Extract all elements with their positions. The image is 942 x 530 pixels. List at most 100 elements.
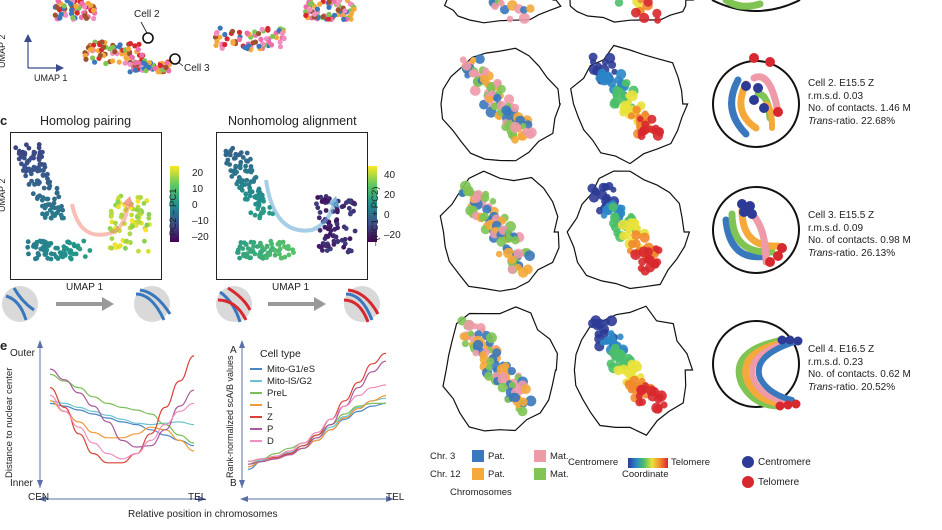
- structure-bead: [510, 122, 521, 133]
- centromere-legend-label: Centromere: [758, 457, 811, 468]
- umap-cell-dot: [22, 164, 27, 170]
- structure-bead: [491, 102, 499, 111]
- right-y-label: Rank-normalized scA/B values: [225, 355, 235, 478]
- umap-cell-dot: [44, 211, 50, 216]
- umap-cell-dot: [334, 221, 340, 227]
- cell2-schematic: [712, 53, 800, 148]
- cell3-contacts: No. of contacts. 0.98 M: [808, 235, 911, 246]
- umap-cell-dot: [137, 220, 142, 225]
- structure-bead: [647, 114, 657, 124]
- umap-cell-dot: [347, 199, 353, 205]
- structure-bead: [631, 7, 641, 18]
- structure-bead: [647, 391, 658, 402]
- cell3-title: Cell 3. E15.5 Z: [808, 210, 875, 221]
- umap-cell-dot: [286, 252, 292, 258]
- structure-bead: [612, 91, 619, 99]
- umap-cell-dot: [243, 196, 249, 201]
- structure-bead: [626, 90, 638, 102]
- structure-bead: [590, 59, 597, 66]
- right-cbar-tick-0: 40: [384, 170, 396, 181]
- left-x-tel: TEL: [188, 492, 207, 503]
- umap-dot: [307, 7, 313, 13]
- structure-bead: [627, 112, 636, 120]
- umap-dot: [334, 1, 341, 8]
- umap-cell-dot: [129, 224, 135, 230]
- left-cbar-tick-3: –10: [192, 216, 209, 227]
- cell-schematics: [711, 0, 803, 411]
- structure-bead: [626, 218, 636, 228]
- left-colorbar-label: PC2 – PC1: [168, 188, 179, 236]
- panel-c-umap1-left: UMAP 1: [66, 282, 104, 293]
- legend-item: PreL: [250, 387, 315, 399]
- umap-cell-dot: [343, 226, 349, 231]
- structure-bead: [637, 385, 647, 395]
- cell2-trans-value: -ratio. 22.68%: [832, 115, 896, 127]
- umap-cell-dot: [51, 251, 57, 257]
- umap-dot: [69, 7, 75, 13]
- umap-dot: [309, 1, 315, 7]
- nucleus-outline: [566, 170, 691, 290]
- umap-cell-dot: [315, 195, 321, 200]
- series-line-prel: [49, 373, 195, 444]
- umap-cell-dot: [42, 252, 48, 257]
- structure-bead: [504, 94, 515, 105]
- structure-bead: [604, 52, 616, 64]
- umap-dot: [236, 36, 243, 43]
- umap-cell-dot: [26, 251, 31, 257]
- legend-swatch: [250, 380, 262, 382]
- left-cbar-tick-0: 20: [192, 168, 204, 179]
- umap-cell-dot: [243, 168, 248, 174]
- nucleus-outline: [440, 47, 562, 162]
- umap-dot: [342, 8, 348, 14]
- umap-cell-dot: [235, 152, 240, 158]
- umap-dot: [312, 11, 318, 17]
- structure-bead: [526, 4, 535, 13]
- structure-bead: [660, 401, 668, 409]
- right-colorbar-label: –(PC1 + PC2): [370, 186, 381, 246]
- structure-bead: [470, 57, 477, 64]
- umap-dot: [116, 59, 122, 65]
- umap-dot: [217, 25, 223, 31]
- structure-bead: [614, 0, 624, 7]
- legend-item: Z: [250, 411, 315, 423]
- series-line-d: [247, 384, 387, 463]
- series-line-mito-g1-es: [49, 402, 195, 447]
- umap-cell-dot: [146, 212, 152, 217]
- umap-cell-dot: [108, 208, 114, 214]
- umap-dot: [213, 42, 219, 49]
- umap-dot: [61, 3, 67, 9]
- umap-cell-dot: [256, 186, 262, 192]
- umap-dot: [90, 7, 96, 13]
- structure-bead: [625, 365, 636, 376]
- cell2-info: Cell 2. E15.5 Z r.m.s.d. 0.03 No. of con…: [808, 78, 911, 128]
- umap-cell-dot: [344, 200, 349, 205]
- umap-cell-dot: [81, 238, 87, 244]
- structure-bead: [611, 68, 618, 75]
- coord-end-label: Telomere: [671, 457, 711, 468]
- structure-bead: [641, 120, 650, 129]
- distance-line-chart: [37, 340, 195, 488]
- umap-cell-dot: [276, 248, 282, 254]
- umap-cell-dot: [335, 225, 340, 231]
- structure-bead: [608, 335, 617, 344]
- left-x-cen: CEN: [28, 492, 50, 503]
- umap-cell-dot: [238, 150, 244, 155]
- umap-cell-dot: [261, 209, 266, 214]
- umap-cell-dot: [40, 211, 45, 217]
- structure-bead: [497, 382, 508, 393]
- umap-dot: [116, 44, 122, 50]
- homolog-pairing-title: Homolog pairing: [40, 114, 132, 128]
- structure-bead: [639, 232, 650, 243]
- coordinate-colorbar: [628, 458, 668, 468]
- structure-bead: [599, 324, 610, 335]
- umap-cell-dot: [346, 247, 352, 253]
- umap-dot: [265, 27, 271, 33]
- structure-bead: [616, 87, 624, 94]
- umap-cell-dot: [34, 196, 40, 201]
- umap-dot: [236, 29, 243, 35]
- structure-bead: [496, 364, 508, 375]
- misaligned-nucleus-icon: [216, 286, 252, 323]
- paired-nucleus-icon: [134, 286, 172, 322]
- umap-cell-dot: [243, 163, 248, 169]
- left-y-inner: Inner: [10, 478, 33, 489]
